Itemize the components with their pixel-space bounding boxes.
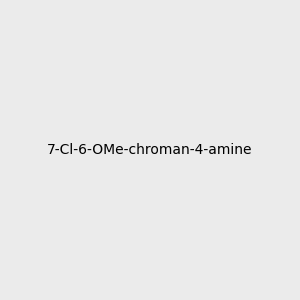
Text: 7-Cl-6-OMe-chroman-4-amine: 7-Cl-6-OMe-chroman-4-amine [47, 143, 253, 157]
